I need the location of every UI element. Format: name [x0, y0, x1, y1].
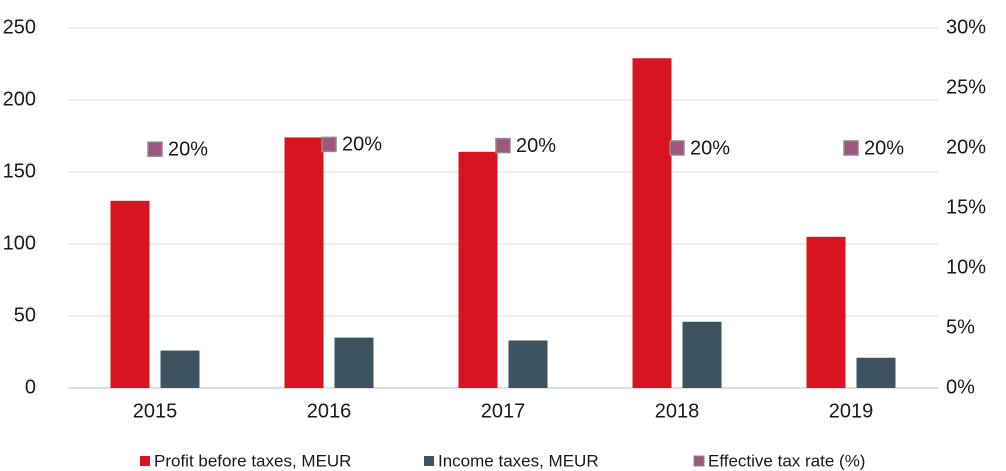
y2-tick-label: 30% — [946, 16, 986, 38]
marker — [495, 137, 511, 154]
y2-tick-label: 10% — [946, 256, 986, 278]
y-tick-label: 0 — [25, 376, 36, 398]
bar — [806, 236, 846, 388]
bar — [458, 151, 498, 388]
legend-label: Effective tax rate (%) — [708, 451, 865, 470]
y-tick-label: 100 — [3, 232, 36, 254]
legend-swatch — [140, 456, 150, 466]
x-tick-label: 2015 — [133, 400, 178, 422]
legend-label: Profit before taxes, MEUR — [154, 451, 351, 470]
bar — [632, 58, 672, 389]
bar — [856, 357, 896, 388]
y-tick-label: 250 — [3, 16, 36, 38]
data-label: 20% — [864, 137, 904, 159]
x-tick-label: 2016 — [307, 400, 352, 422]
legend-swatch — [424, 456, 434, 466]
bar — [110, 200, 150, 388]
y-tick-label: 150 — [3, 160, 36, 182]
x-tick-label: 2019 — [829, 400, 874, 422]
marker — [669, 140, 685, 156]
data-label: 20% — [342, 134, 382, 156]
legend-swatch — [693, 455, 705, 467]
data-label: 20% — [516, 135, 556, 157]
y2-tick-label: 0% — [946, 376, 975, 398]
y2-tick-label: 20% — [946, 136, 986, 158]
data-label: 20% — [690, 137, 730, 159]
y2-tick-label: 25% — [946, 76, 986, 98]
x-tick-label: 2017 — [481, 400, 526, 422]
y-tick-label: 200 — [3, 88, 36, 110]
legend-label: Income taxes, MEUR — [438, 451, 599, 470]
bar — [284, 137, 324, 388]
bar — [682, 321, 722, 388]
bar — [508, 340, 548, 388]
y-tick-label: 50 — [14, 304, 36, 326]
data-label: 20% — [168, 138, 208, 160]
y2-tick-label: 5% — [946, 316, 975, 338]
marker — [843, 140, 859, 156]
marker — [147, 141, 163, 157]
x-tick-label: 2018 — [655, 400, 700, 422]
bar — [160, 350, 200, 388]
bar — [334, 337, 374, 388]
marker — [321, 136, 337, 153]
y2-tick-label: 15% — [946, 196, 986, 218]
